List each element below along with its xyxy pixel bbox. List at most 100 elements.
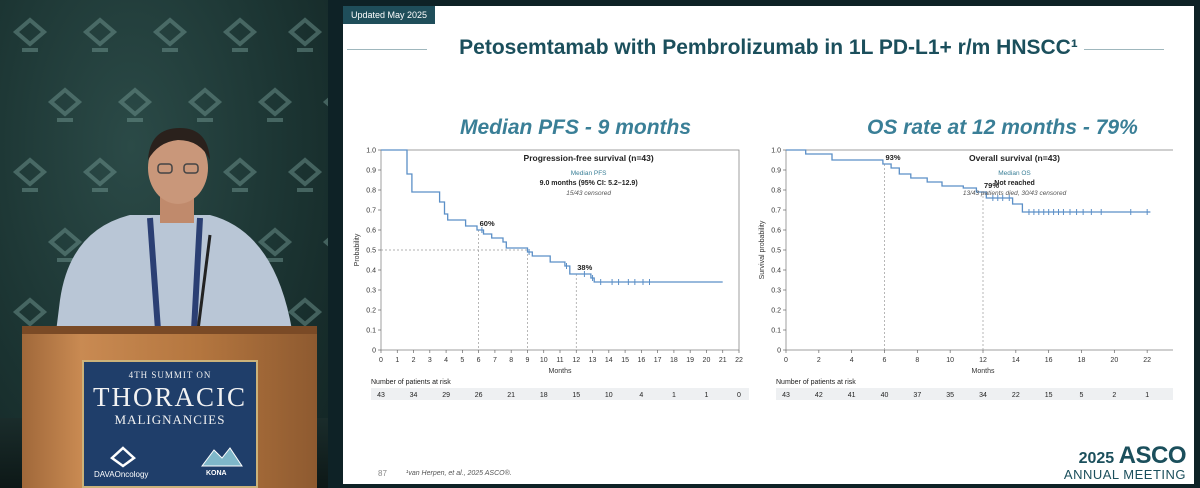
y-axis-label: Probability <box>354 233 361 266</box>
asco-logo: 2025 ASCO ANNUAL MEETING <box>1064 442 1187 482</box>
x-tick-label: 17 <box>654 357 662 364</box>
x-tick-label: 7 <box>493 357 497 364</box>
x-tick-label: 4 <box>444 357 448 364</box>
backdrop-logo-icon <box>82 17 118 52</box>
x-tick-label: 2 <box>817 357 821 364</box>
speaker-video: 4TH SUMMIT ON THORACIC MALIGNANCIES DAVA… <box>0 0 328 488</box>
backdrop-logo-icon <box>257 227 293 262</box>
x-tick-label: 3 <box>428 357 432 364</box>
presentation-slide: Updated May 2025 Petosemtamab with Pembr… <box>343 6 1194 484</box>
backdrop-logo-icon <box>257 87 293 122</box>
risk-count: 1 <box>1145 392 1149 399</box>
risk-count: 0 <box>737 392 741 399</box>
x-tick-label: 19 <box>686 357 694 364</box>
risk-count: 4 <box>639 392 643 399</box>
survival-curve <box>381 149 723 283</box>
x-axis-label: Months <box>972 368 995 375</box>
x-tick-label: 2 <box>412 357 416 364</box>
risk-count: 1 <box>672 392 676 399</box>
x-tick-label: 18 <box>1078 357 1086 364</box>
risk-count: 15 <box>1045 392 1053 399</box>
survival-curve <box>786 149 1151 213</box>
asco-year: 2025 <box>1078 450 1115 467</box>
backdrop-logo-icon <box>152 17 188 52</box>
mark-label: 93% <box>886 153 901 162</box>
risk-count: 5 <box>1080 392 1084 399</box>
risk-table-row <box>371 388 749 400</box>
podium-dava-label: DAVAOncology <box>94 470 149 479</box>
y-tick-label: 0.8 <box>771 188 781 195</box>
annotation-value: Not reached <box>994 180 1034 187</box>
y-tick-label: 1.0 <box>771 148 781 155</box>
mark-label: 79% <box>984 181 999 190</box>
x-tick-label: 22 <box>1143 357 1151 364</box>
x-tick-label: 16 <box>637 357 645 364</box>
y-tick-label: 0.9 <box>771 168 781 175</box>
x-tick-label: 5 <box>460 357 464 364</box>
risk-count: 15 <box>572 392 580 399</box>
x-tick-label: 8 <box>509 357 513 364</box>
os-km-chart: 00.10.20.30.40.50.60.70.80.91.00 2 4 6 8 10 12… <box>759 148 1173 400</box>
x-tick-label: 18 <box>670 357 678 364</box>
backdrop-logo-icon <box>12 17 48 52</box>
risk-count: 2 <box>1112 392 1116 399</box>
x-tick-label: 8 <box>915 357 919 364</box>
risk-count: 43 <box>377 392 385 399</box>
x-tick-label: 0 <box>784 357 788 364</box>
pfs-km-chart: 00.10.20.30.40.50.60.70.80.91.00 1 2 3 4 5 6 7 8… <box>354 148 749 400</box>
annotation-value: 9.0 months (95% CI: 5.2–12.9) <box>540 180 638 187</box>
plot-frame <box>785 149 1173 351</box>
risk-count: 26 <box>475 392 483 399</box>
x-tick-label: 21 <box>719 357 727 364</box>
y-tick-label: 0.2 <box>366 308 376 315</box>
y-tick-label: 0.7 <box>366 208 376 215</box>
risk-count: 18 <box>540 392 548 399</box>
risk-count: 1 <box>705 392 709 399</box>
y-tick-label: 0.5 <box>771 248 781 255</box>
updated-badge: Updated May 2025 <box>343 6 436 24</box>
y-tick-label: 0.3 <box>771 288 781 295</box>
backdrop-logo-icon <box>47 227 83 262</box>
x-tick-label: 22 <box>735 357 743 364</box>
x-tick-label: 20 <box>1110 357 1118 364</box>
title-rule-left <box>347 49 427 50</box>
backdrop-logo-icon <box>222 157 258 192</box>
risk-count: 10 <box>605 392 613 399</box>
annotation-head: Median PFS <box>571 170 607 177</box>
x-tick-label: 16 <box>1045 357 1053 364</box>
risk-count: 29 <box>442 392 450 399</box>
chart-title: Progression-free survival (n=43) <box>524 153 654 163</box>
x-tick-label: 15 <box>621 357 629 364</box>
backdrop-logo-icon <box>187 87 223 122</box>
x-tick-label: 1 <box>395 357 399 364</box>
risk-count: 22 <box>1012 392 1020 399</box>
x-tick-label: 13 <box>589 357 597 364</box>
x-tick-label: 10 <box>540 357 548 364</box>
dava-logo-icon <box>110 446 136 468</box>
x-tick-label: 12 <box>572 357 580 364</box>
risk-table-title: Number of patients at risk <box>776 379 856 386</box>
annotation-note: 13/43 patients died, 30/43 censored <box>963 190 1067 197</box>
x-tick-label: 0 <box>379 357 383 364</box>
y-tick-label: 0.8 <box>366 188 376 195</box>
risk-count: 35 <box>946 392 954 399</box>
x-tick-label: 6 <box>883 357 887 364</box>
mark-label: 38% <box>577 263 592 272</box>
y-tick-label: 0.1 <box>366 328 376 335</box>
backdrop-logo-icon <box>12 157 48 192</box>
x-tick-label: 20 <box>703 357 711 364</box>
mark-label: 60% <box>480 219 495 228</box>
y-tick-label: 0.1 <box>771 328 781 335</box>
slide-title: Petosemtamab with Pembrolizumab in 1L PD… <box>459 36 1078 59</box>
kona-logo-icon <box>201 447 243 467</box>
backdrop-logo-icon <box>222 17 258 52</box>
x-tick-label: 11 <box>556 357 563 364</box>
backdrop-logo-icon <box>287 157 323 192</box>
podium-line-1: 4TH SUMMIT ON <box>128 370 212 380</box>
y-axis-label: Survival probability <box>759 220 766 279</box>
chart-title: Overall survival (n=43) <box>969 153 1060 163</box>
x-tick-label: 6 <box>477 357 481 364</box>
backdrop-logo-icon <box>47 87 83 122</box>
subhead-median-pfs: Median PFS - 9 months <box>460 116 692 139</box>
y-tick-label: 0.7 <box>771 208 781 215</box>
